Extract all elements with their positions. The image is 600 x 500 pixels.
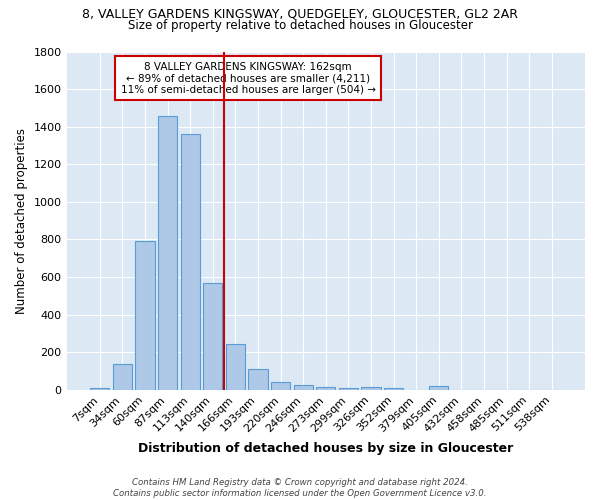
Bar <box>248 369 268 390</box>
X-axis label: Distribution of detached houses by size in Gloucester: Distribution of detached houses by size … <box>138 442 514 455</box>
Bar <box>384 388 403 390</box>
Text: 8, VALLEY GARDENS KINGSWAY, QUEDGELEY, GLOUCESTER, GL2 2AR: 8, VALLEY GARDENS KINGSWAY, QUEDGELEY, G… <box>82 8 518 20</box>
Bar <box>113 364 132 390</box>
Bar <box>90 388 109 390</box>
Bar <box>293 385 313 390</box>
Bar <box>158 116 177 390</box>
Bar <box>316 387 335 390</box>
Bar <box>181 134 200 390</box>
Text: Contains HM Land Registry data © Crown copyright and database right 2024.
Contai: Contains HM Land Registry data © Crown c… <box>113 478 487 498</box>
Bar <box>361 387 380 390</box>
Y-axis label: Number of detached properties: Number of detached properties <box>15 128 28 314</box>
Bar <box>136 242 155 390</box>
Bar <box>203 282 223 390</box>
Bar <box>429 386 448 390</box>
Bar <box>226 344 245 390</box>
Text: 8 VALLEY GARDENS KINGSWAY: 162sqm
← 89% of detached houses are smaller (4,211)
1: 8 VALLEY GARDENS KINGSWAY: 162sqm ← 89% … <box>121 62 376 95</box>
Bar <box>271 382 290 390</box>
Text: Size of property relative to detached houses in Gloucester: Size of property relative to detached ho… <box>128 19 473 32</box>
Bar <box>339 388 358 390</box>
